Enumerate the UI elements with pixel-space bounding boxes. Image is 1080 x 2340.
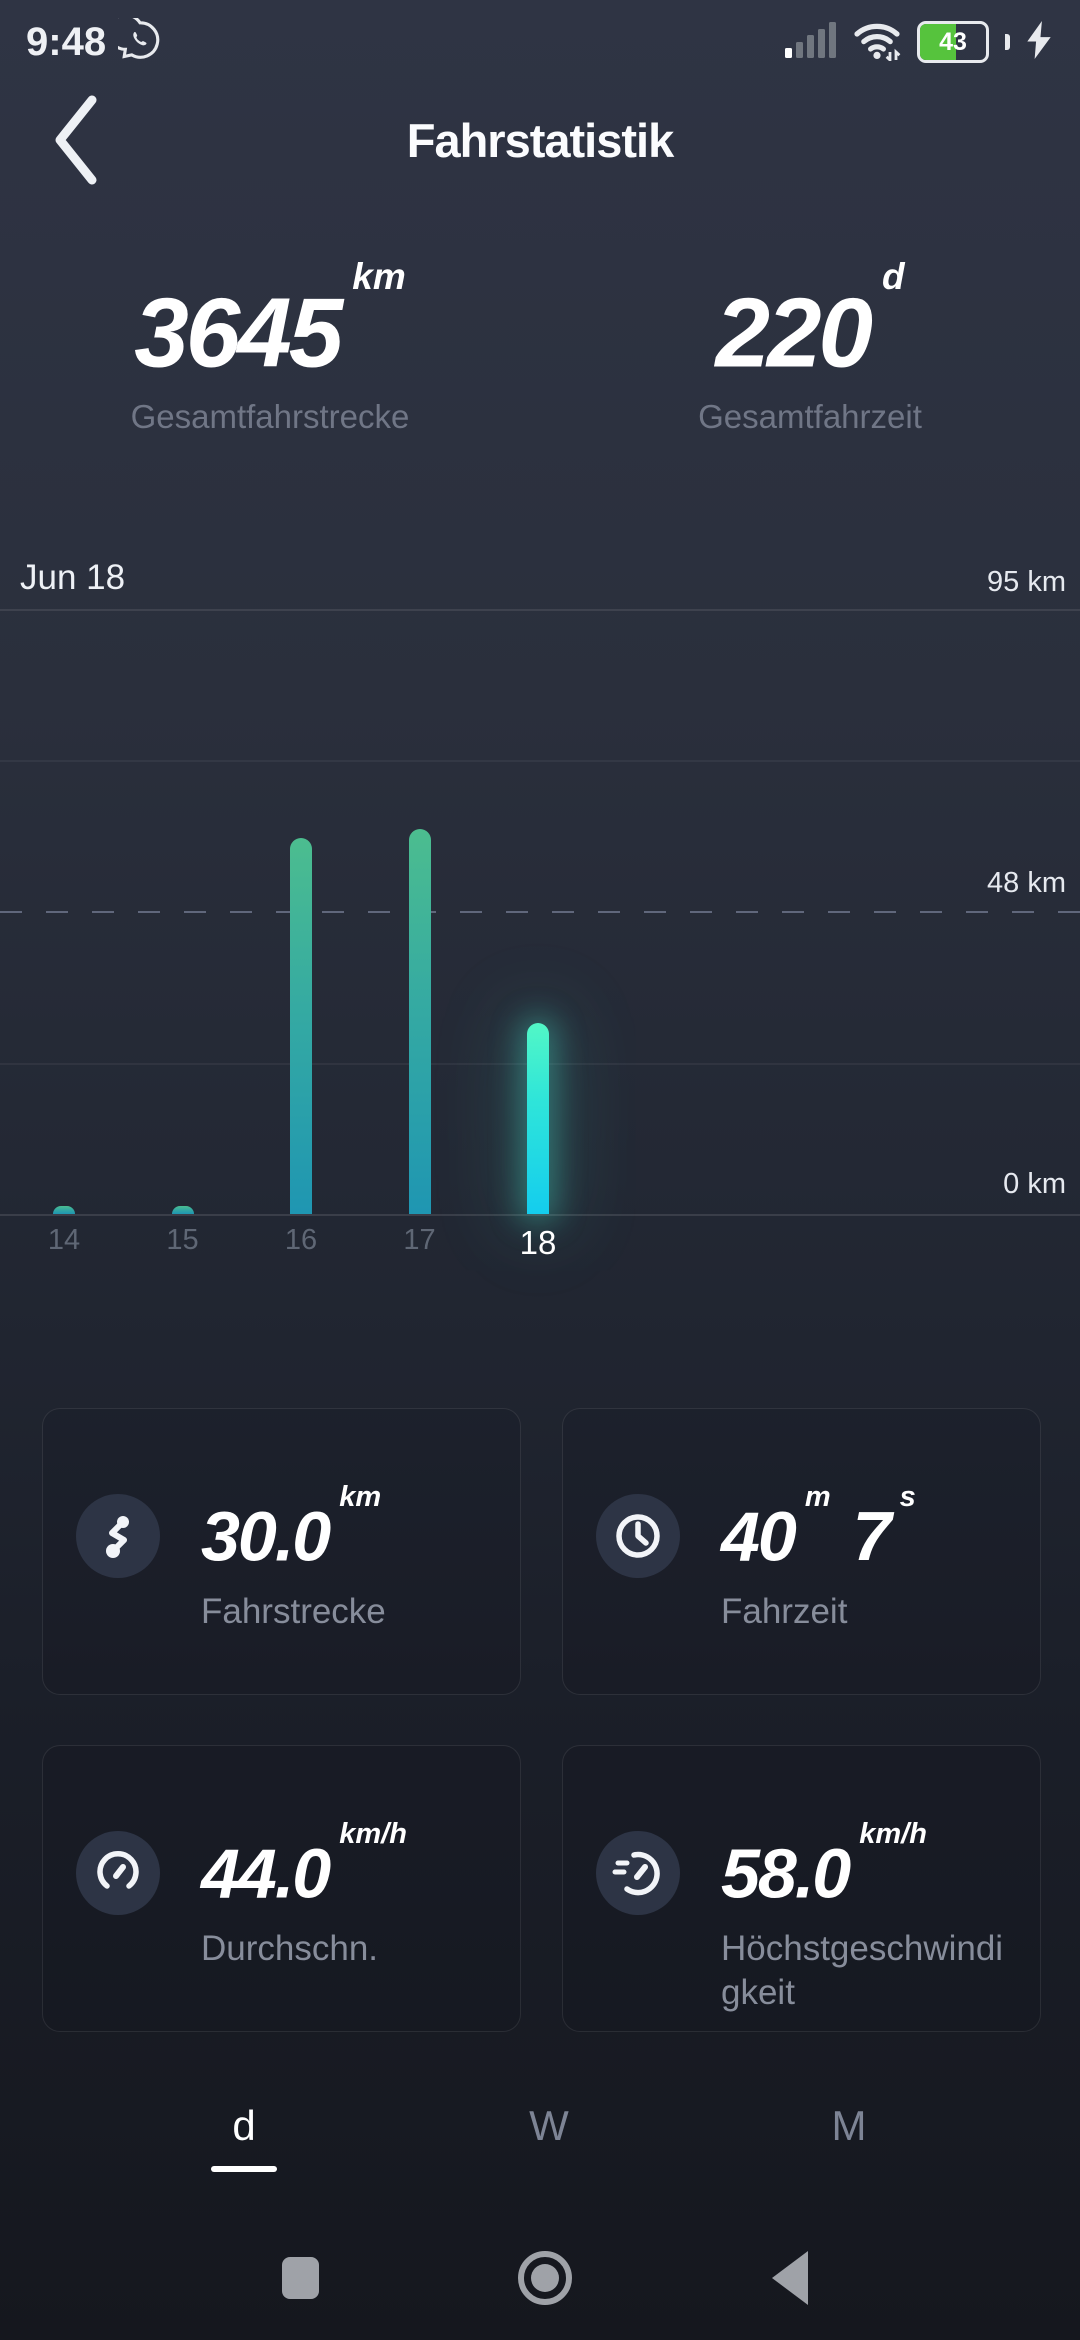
- tab-month[interactable]: M: [831, 2102, 867, 2149]
- card-average-speed: 44.0km/h Durchschn.: [42, 1745, 521, 2032]
- total-distance-unit: km: [352, 256, 406, 297]
- battery-percent: 43: [939, 27, 967, 56]
- recents-square-icon: [281, 2257, 319, 2299]
- ylabel-48km: 48 km: [987, 867, 1066, 899]
- total-time-unit: d: [881, 256, 905, 297]
- ride-time-label: Fahrzeit: [721, 1592, 848, 1632]
- back-nav-button[interactable]: [730, 2238, 850, 2318]
- clock-icon: [596, 1494, 680, 1578]
- x-axis-baseline: [0, 1214, 1080, 1216]
- ylabel-95km: 95 km: [987, 566, 1066, 598]
- page-title: Fahrstatistik: [406, 113, 674, 167]
- back-button[interactable]: [48, 90, 118, 190]
- chart-bar-15[interactable]: [171, 1206, 194, 1214]
- recents-button[interactable]: [240, 2238, 360, 2318]
- summary-stats: 3645km Gesamtfahrstrecke 220d Gesamtfahr…: [0, 256, 1080, 436]
- chart-date-label: Jun 18: [20, 558, 126, 597]
- top-speed-label: Höchstgeschwindigkeit: [721, 1929, 1004, 2013]
- status-bar: 9:48: [0, 12, 1080, 72]
- distance-bar-chart: Jun 18 95 km 48 km 0 km 14 15 16 17 18: [0, 540, 1080, 1280]
- card-distance: 30.0km Fahrstrecke: [42, 1408, 521, 1695]
- wifi-icon: [851, 19, 903, 66]
- total-distance-value: 3645km: [134, 256, 406, 388]
- chart-bar-18[interactable]: [527, 1022, 549, 1214]
- distance-unit: km: [339, 1481, 382, 1513]
- gridline-71km: [0, 760, 1080, 762]
- seconds-unit: s: [899, 1481, 916, 1513]
- chart-xlabel-16[interactable]: 16: [284, 1224, 318, 1256]
- chart-bar-16[interactable]: [290, 838, 312, 1214]
- distance-label: Fahrstrecke: [201, 1592, 386, 1632]
- tab-day[interactable]: d: [201, 2096, 287, 2178]
- signal-strength-icon: [785, 21, 837, 63]
- card-ride-time: 40m7s Fahrzeit: [562, 1408, 1041, 1695]
- chart-xlabel-14[interactable]: 14: [47, 1224, 81, 1256]
- period-tabs: d W M: [0, 2096, 1080, 2196]
- average-speed-unit: km/h: [339, 1818, 407, 1850]
- top-speed-value: 58.0km/h: [721, 1818, 927, 1913]
- gauge-icon: [76, 1831, 160, 1915]
- average-speed-label: Durchschn.: [201, 1929, 379, 1969]
- gridline-48km-dashed: [0, 911, 1080, 913]
- ride-time-value: 40m7s: [721, 1481, 916, 1576]
- battery-icon: 43: [917, 21, 989, 63]
- chart-xlabel-18[interactable]: 18: [519, 1224, 557, 1261]
- route-icon: [76, 1494, 160, 1578]
- speed-icon: [596, 1831, 680, 1915]
- chart-xlabel-17[interactable]: 17: [403, 1224, 436, 1256]
- header: Fahrstatistik: [0, 90, 1080, 190]
- top-speed-unit: km/h: [859, 1818, 927, 1850]
- minutes-unit: m: [804, 1481, 831, 1513]
- total-distance-stat: 3645km Gesamtfahrstrecke: [0, 256, 540, 436]
- battery-fill: [920, 24, 957, 60]
- total-distance-label: Gesamtfahrstrecke: [130, 397, 410, 435]
- metric-cards: 30.0km Fahrstrecke 40m7s Fahrzeit: [42, 1408, 1041, 2032]
- gridline-95km: [0, 609, 1080, 611]
- card-top-speed: 58.0km/h Höchstgeschwindigkeit: [562, 1745, 1041, 2032]
- total-time-stat: 220d Gesamtfahrzeit: [540, 256, 1080, 436]
- home-circle-icon: [518, 2251, 572, 2305]
- clock-time: 9:48: [26, 19, 107, 64]
- chart-bar-14[interactable]: [53, 1206, 75, 1214]
- battery-cap: [1005, 34, 1010, 50]
- total-time-value: 220d: [715, 256, 905, 388]
- average-speed-value: 44.0km/h: [201, 1818, 407, 1913]
- whatsapp-icon: [106, 12, 162, 67]
- charging-bolt-icon: [1024, 20, 1054, 64]
- tab-week[interactable]: W: [529, 2102, 569, 2149]
- total-time-label: Gesamtfahrzeit: [698, 397, 922, 435]
- ylabel-0km: 0 km: [1003, 1168, 1066, 1200]
- back-triangle-icon: [772, 2251, 808, 2305]
- android-navbar: [0, 2238, 1080, 2318]
- distance-value: 30.0km: [201, 1481, 382, 1576]
- chart-bar-17[interactable]: [408, 828, 431, 1214]
- chart-xlabel-15[interactable]: 15: [166, 1224, 199, 1256]
- home-button[interactable]: [485, 2238, 605, 2318]
